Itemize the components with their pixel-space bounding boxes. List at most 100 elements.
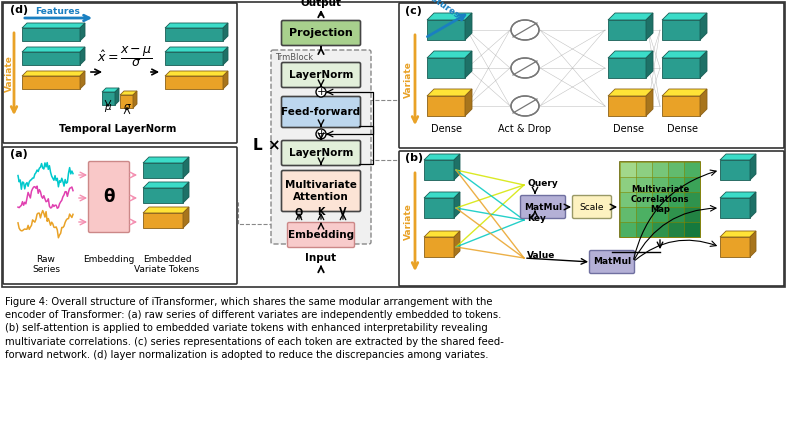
Text: K: K — [317, 207, 325, 217]
Polygon shape — [427, 51, 472, 58]
Bar — [668, 162, 684, 177]
Polygon shape — [662, 58, 700, 78]
Text: $\mu$: $\mu$ — [104, 102, 112, 114]
Bar — [668, 222, 684, 237]
Polygon shape — [424, 154, 460, 160]
Polygon shape — [223, 23, 228, 41]
FancyBboxPatch shape — [282, 97, 360, 128]
Polygon shape — [80, 23, 85, 41]
Polygon shape — [454, 192, 460, 218]
Bar — [668, 177, 684, 192]
Ellipse shape — [511, 20, 539, 40]
Polygon shape — [133, 91, 137, 108]
Text: Act & Drop: Act & Drop — [498, 124, 552, 134]
Text: Variate: Variate — [404, 204, 412, 241]
Polygon shape — [22, 52, 80, 65]
Polygon shape — [165, 28, 223, 41]
Polygon shape — [662, 96, 700, 116]
Bar — [684, 162, 700, 177]
Polygon shape — [165, 71, 228, 76]
Polygon shape — [700, 13, 707, 40]
Text: Dense: Dense — [431, 124, 463, 134]
Polygon shape — [465, 13, 472, 40]
Polygon shape — [700, 51, 707, 78]
Polygon shape — [424, 160, 454, 180]
Polygon shape — [223, 71, 228, 89]
Bar — [636, 177, 652, 192]
Text: Raw
Series: Raw Series — [32, 255, 60, 274]
Text: Features: Features — [35, 7, 80, 16]
Text: Multivariate
Correlations
Map: Multivariate Correlations Map — [630, 185, 689, 214]
Bar — [652, 207, 668, 222]
Polygon shape — [454, 231, 460, 257]
Polygon shape — [424, 192, 460, 198]
Text: Dense: Dense — [667, 124, 697, 134]
Text: MatMul: MatMul — [593, 257, 631, 267]
Polygon shape — [143, 188, 183, 203]
Polygon shape — [102, 88, 119, 92]
FancyBboxPatch shape — [399, 3, 784, 148]
Polygon shape — [80, 47, 85, 65]
Polygon shape — [22, 71, 85, 76]
Polygon shape — [427, 58, 465, 78]
Text: Projection: Projection — [289, 28, 353, 38]
Text: Output: Output — [301, 0, 342, 8]
Circle shape — [316, 129, 326, 139]
FancyBboxPatch shape — [520, 195, 566, 218]
Polygon shape — [143, 213, 183, 228]
Text: Query: Query — [527, 179, 558, 187]
Text: (b): (b) — [405, 153, 423, 163]
FancyBboxPatch shape — [271, 50, 371, 244]
Polygon shape — [22, 23, 85, 28]
Polygon shape — [750, 231, 756, 257]
Text: Features: Features — [419, 0, 461, 20]
Bar — [620, 207, 636, 222]
Polygon shape — [700, 89, 707, 116]
Text: θ: θ — [103, 188, 115, 206]
Bar — [668, 207, 684, 222]
Polygon shape — [427, 20, 465, 40]
Text: Figure 4: Overall structure of iTransformer, which shares the same modular arran: Figure 4: Overall structure of iTransfor… — [5, 297, 504, 360]
FancyBboxPatch shape — [589, 250, 634, 273]
FancyBboxPatch shape — [282, 140, 360, 166]
Text: Embedding: Embedding — [288, 230, 354, 240]
Bar — [620, 162, 636, 177]
Polygon shape — [424, 237, 454, 257]
Polygon shape — [427, 96, 465, 116]
Bar — [668, 192, 684, 207]
Polygon shape — [143, 182, 189, 188]
Polygon shape — [22, 76, 80, 89]
Text: Variate: Variate — [404, 62, 412, 98]
Text: V: V — [339, 207, 347, 217]
Text: LayerNorm: LayerNorm — [289, 70, 353, 80]
FancyBboxPatch shape — [3, 147, 237, 284]
Polygon shape — [80, 71, 85, 89]
Polygon shape — [143, 163, 183, 178]
Polygon shape — [22, 47, 85, 52]
Bar — [620, 222, 636, 237]
Bar — [620, 177, 636, 192]
Ellipse shape — [511, 96, 539, 116]
Text: Key: Key — [527, 214, 546, 222]
Text: Scale: Scale — [580, 202, 604, 211]
FancyBboxPatch shape — [287, 222, 354, 248]
Bar — [684, 207, 700, 222]
Polygon shape — [662, 20, 700, 40]
Bar — [684, 177, 700, 192]
Text: (d): (d) — [10, 5, 28, 15]
Polygon shape — [102, 92, 115, 105]
Text: Value: Value — [527, 252, 556, 260]
Circle shape — [316, 87, 326, 97]
Polygon shape — [165, 52, 223, 65]
Bar — [636, 162, 652, 177]
Bar — [652, 222, 668, 237]
Polygon shape — [750, 154, 756, 180]
Polygon shape — [608, 58, 646, 78]
Text: Temporal LayerNorm: Temporal LayerNorm — [59, 124, 177, 134]
FancyBboxPatch shape — [3, 3, 237, 143]
Bar — [620, 162, 700, 237]
Bar — [652, 162, 668, 177]
Ellipse shape — [511, 58, 539, 78]
Polygon shape — [120, 95, 133, 108]
Polygon shape — [662, 89, 707, 96]
